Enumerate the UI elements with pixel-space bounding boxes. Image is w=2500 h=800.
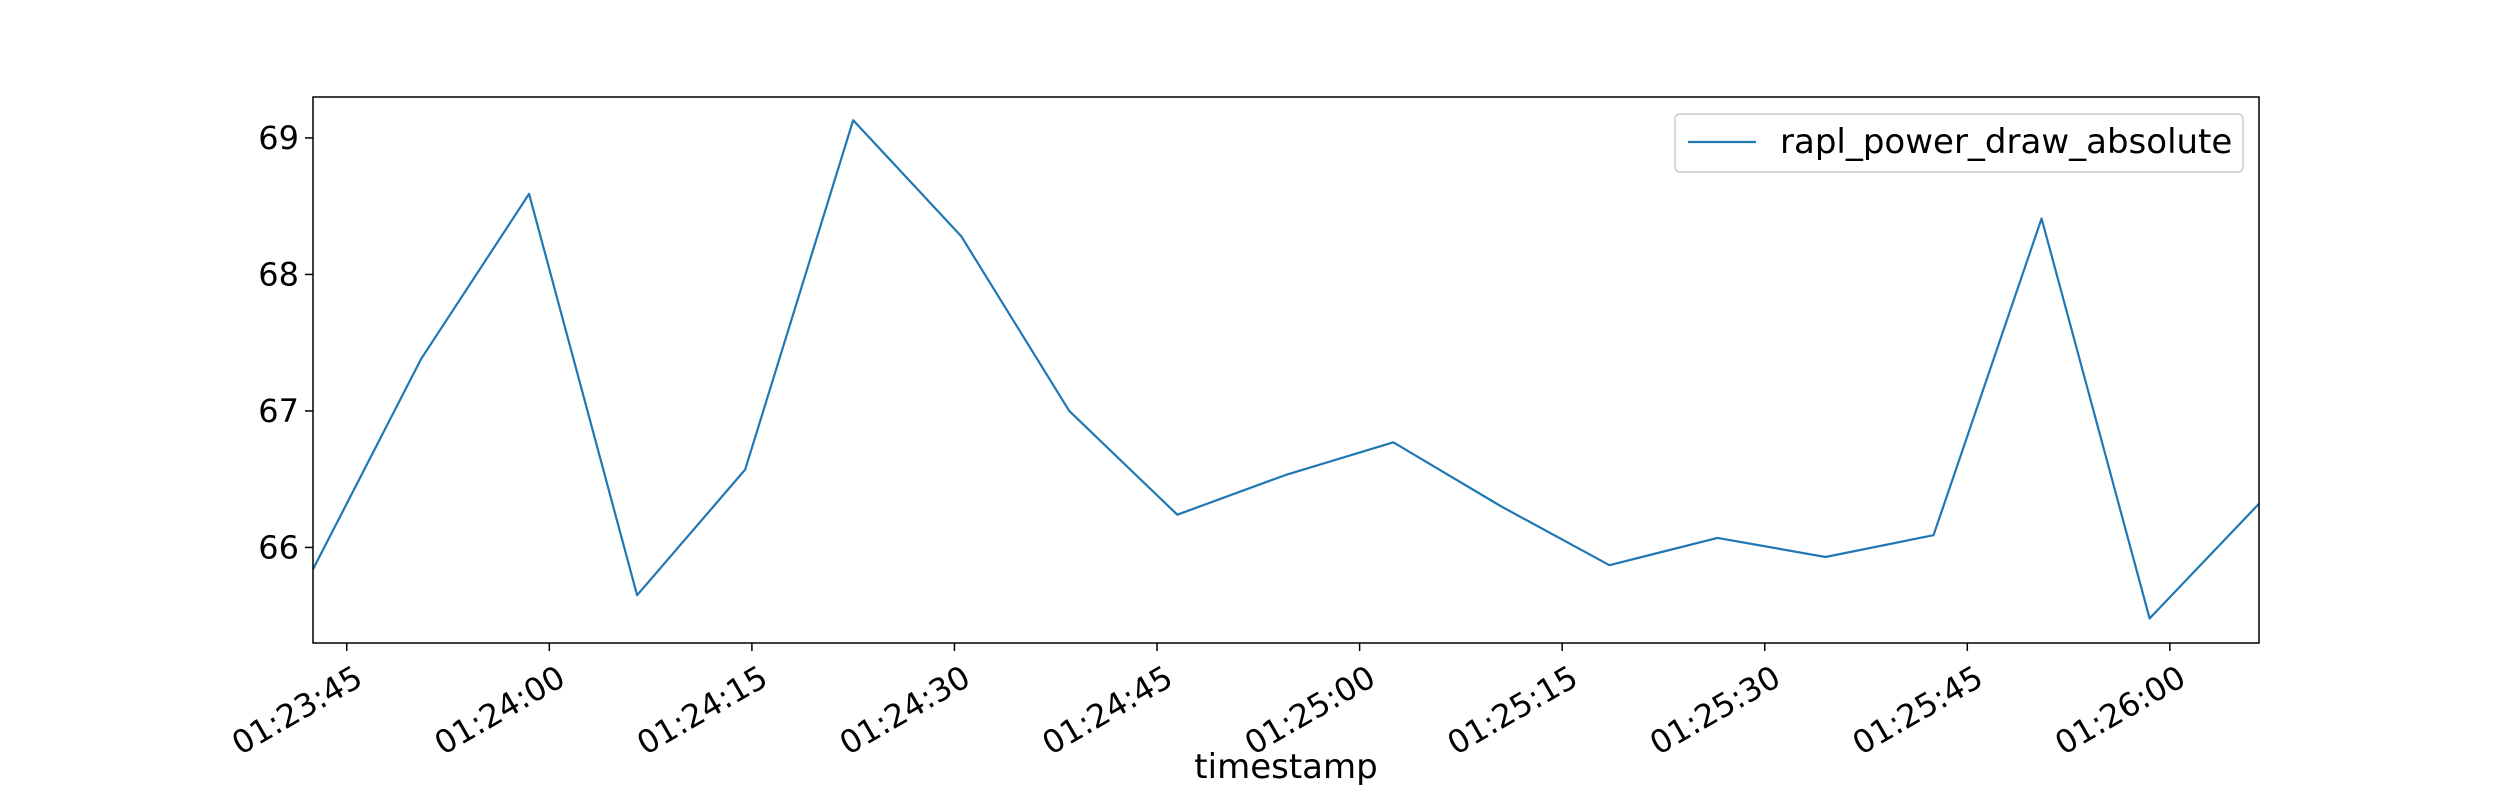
y-tick-label: 69 <box>258 119 299 157</box>
x-axis-title: timestamp <box>1194 747 1377 787</box>
x-tick-label: 01:24:00 <box>428 658 571 763</box>
x-tick-label: 01:25:15 <box>1441 658 1584 763</box>
x-tick-label: 01:23:45 <box>225 658 368 763</box>
x-tick-label: 01:26:00 <box>2048 658 2191 763</box>
y-tick-label: 68 <box>258 255 299 293</box>
x-tick-label: 01:24:30 <box>833 658 976 763</box>
x-tick-label: 01:24:45 <box>1036 658 1179 763</box>
legend-box <box>1674 113 2244 173</box>
y-axis: 66 67 68 69 <box>258 119 313 566</box>
series-layer <box>312 119 2260 620</box>
plot-background <box>313 97 2259 643</box>
y-tick-label: 67 <box>258 392 299 430</box>
x-tick-label: 01:25:45 <box>1846 658 1989 763</box>
legend-label: rapl_power_draw_absolute <box>1780 122 2232 162</box>
x-axis: 01:23:45 01:24:00 01:24:15 01:24:30 01:24:45… <box>225 643 2192 763</box>
x-tick-label: 01:25:30 <box>1643 658 1786 763</box>
legend: rapl_power_draw_absolute <box>1674 113 2244 173</box>
y-tick-label: 66 <box>258 528 299 566</box>
x-tick-label: 01:24:15 <box>630 658 773 763</box>
plot-frame <box>312 96 2260 644</box>
